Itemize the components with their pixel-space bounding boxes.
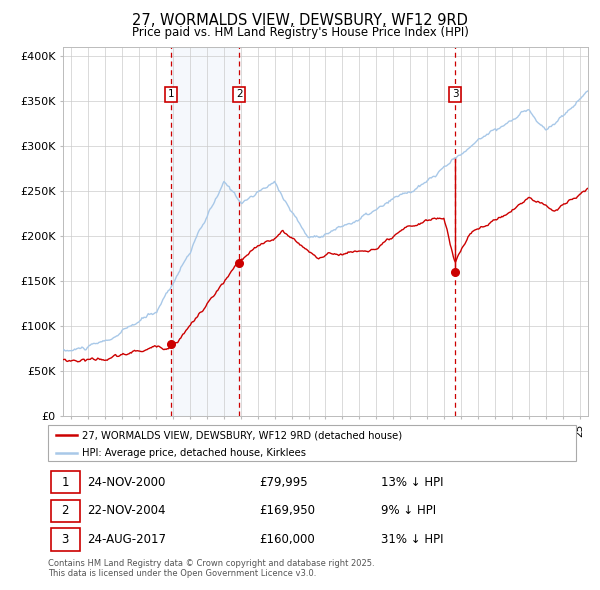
Text: 22-NOV-2004: 22-NOV-2004 <box>88 504 166 517</box>
FancyBboxPatch shape <box>50 500 80 522</box>
Text: 31% ↓ HPI: 31% ↓ HPI <box>380 533 443 546</box>
Text: 3: 3 <box>452 90 458 99</box>
Text: 27, WORMALDS VIEW, DEWSBURY, WF12 9RD: 27, WORMALDS VIEW, DEWSBURY, WF12 9RD <box>132 13 468 28</box>
Text: £169,950: £169,950 <box>259 504 315 517</box>
Text: 2: 2 <box>236 90 242 99</box>
Bar <box>172 47 239 416</box>
FancyBboxPatch shape <box>50 529 80 551</box>
FancyBboxPatch shape <box>48 425 576 461</box>
Text: 27, WORMALDS VIEW, DEWSBURY, WF12 9RD (detached house): 27, WORMALDS VIEW, DEWSBURY, WF12 9RD (d… <box>82 430 403 440</box>
FancyBboxPatch shape <box>50 471 80 493</box>
Text: 24-AUG-2017: 24-AUG-2017 <box>88 533 167 546</box>
Text: 13% ↓ HPI: 13% ↓ HPI <box>380 476 443 489</box>
Text: HPI: Average price, detached house, Kirklees: HPI: Average price, detached house, Kirk… <box>82 448 307 458</box>
Text: Price paid vs. HM Land Registry's House Price Index (HPI): Price paid vs. HM Land Registry's House … <box>131 26 469 39</box>
Text: 1: 1 <box>168 90 175 99</box>
Text: £160,000: £160,000 <box>259 533 315 546</box>
Text: 1: 1 <box>61 476 69 489</box>
Text: £79,995: £79,995 <box>259 476 308 489</box>
Text: 24-NOV-2000: 24-NOV-2000 <box>88 476 166 489</box>
Text: 3: 3 <box>61 533 69 546</box>
Text: 2: 2 <box>61 504 69 517</box>
Text: Contains HM Land Registry data © Crown copyright and database right 2025.
This d: Contains HM Land Registry data © Crown c… <box>48 559 374 578</box>
Text: 9% ↓ HPI: 9% ↓ HPI <box>380 504 436 517</box>
